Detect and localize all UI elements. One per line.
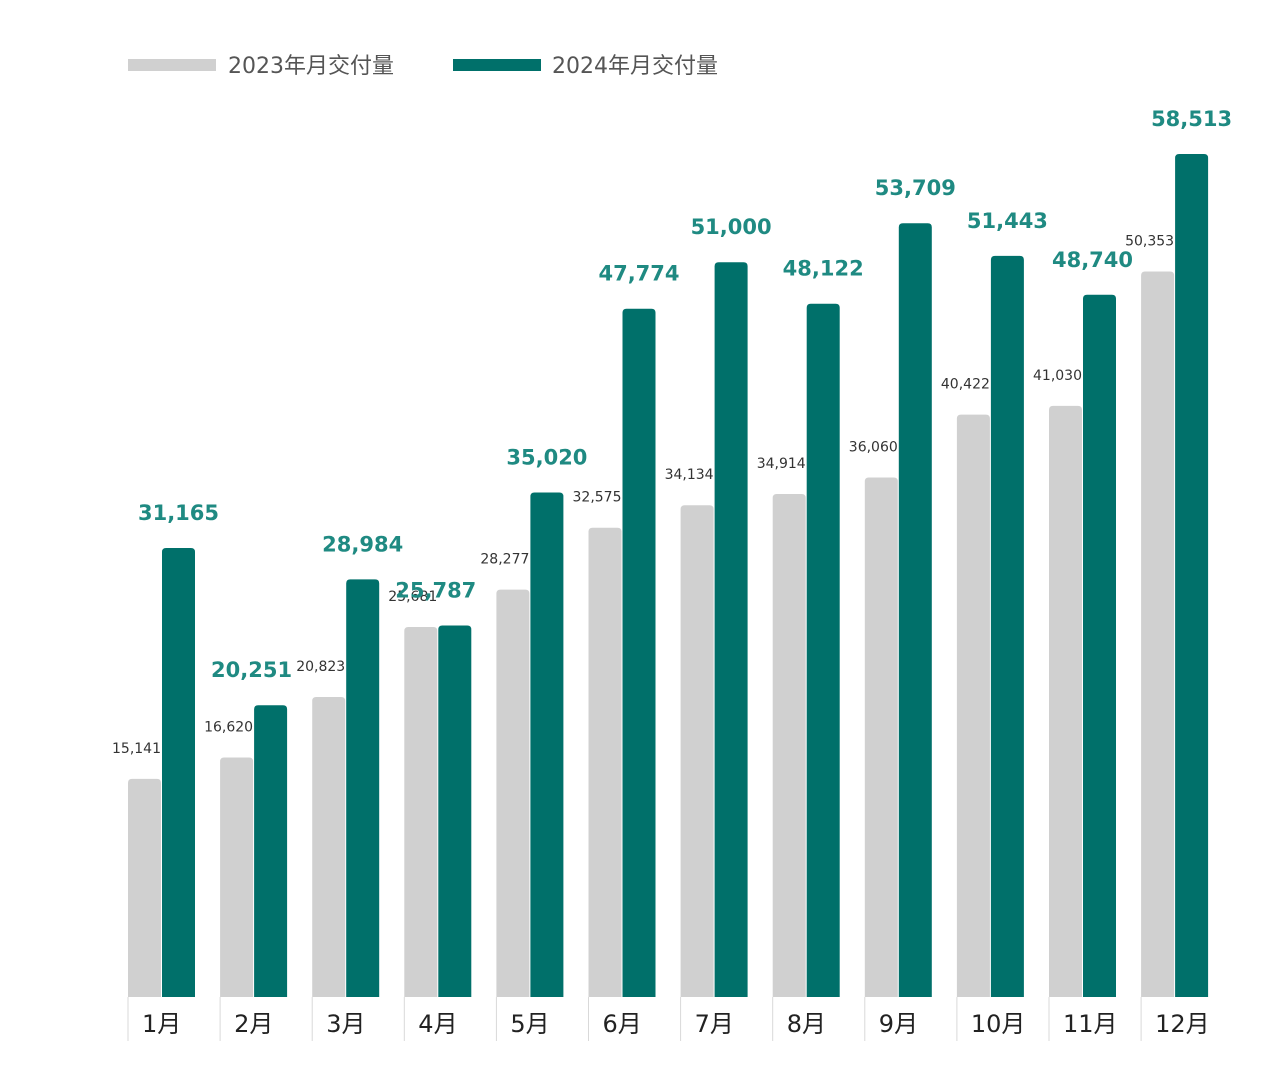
x-tick-label-4: 4月 bbox=[418, 1010, 457, 1038]
x-tick-label-6: 6月 bbox=[603, 1010, 642, 1038]
legend: 2023年月交付量 2024年月交付量 bbox=[128, 54, 718, 79]
bar-2023-4 bbox=[404, 627, 438, 997]
bar-2023-5 bbox=[496, 589, 530, 997]
bar-2023-3 bbox=[312, 697, 346, 997]
x-tick-label-12: 12月 bbox=[1155, 1010, 1210, 1038]
value-label-2023-11: 41,030 bbox=[1033, 368, 1082, 384]
bar-2024-4 bbox=[438, 625, 472, 997]
value-label-2023-12: 50,353 bbox=[1125, 234, 1174, 250]
bar-2023-6 bbox=[588, 527, 622, 997]
bar-2024-10 bbox=[990, 255, 1024, 997]
x-tick-label-5: 5月 bbox=[510, 1010, 549, 1038]
bar-2023-12 bbox=[1141, 271, 1175, 998]
bar-2023-2 bbox=[220, 757, 254, 997]
x-tick-label-11: 11月 bbox=[1063, 1010, 1118, 1038]
value-label-2024-12: 58,513 bbox=[1151, 107, 1232, 131]
value-label-2024-9: 53,709 bbox=[875, 176, 956, 200]
value-label-2024-5: 35,020 bbox=[506, 445, 587, 469]
value-label-2023-10: 40,422 bbox=[941, 377, 990, 393]
legend-label-2024: 2024年月交付量 bbox=[552, 54, 718, 79]
bars bbox=[128, 154, 1209, 998]
value-label-2023-3: 20,823 bbox=[296, 659, 345, 675]
legend-swatch-2023 bbox=[128, 59, 216, 71]
bar-2024-3 bbox=[346, 579, 380, 997]
x-axis: 1月 2月 3月 4月 5月 6月 7月 8月 9月 10月 11月 12月 bbox=[127, 997, 1210, 1041]
legend-swatch-2024 bbox=[453, 59, 541, 71]
value-label-2023-7: 34,134 bbox=[665, 467, 714, 483]
value-label-2024-11: 48,740 bbox=[1052, 248, 1133, 272]
bar-2024-1 bbox=[162, 548, 195, 997]
value-label-2024-1: 31,165 bbox=[138, 501, 219, 525]
bar-2024-7 bbox=[714, 262, 748, 997]
bar-2024-5 bbox=[530, 492, 564, 997]
value-label-2024-3: 28,984 bbox=[322, 532, 403, 556]
value-label-2023-5: 28,277 bbox=[480, 552, 529, 568]
value-label-2023-8: 34,914 bbox=[757, 456, 806, 472]
bar-2023-9 bbox=[864, 477, 898, 998]
value-label-2024-8: 48,122 bbox=[783, 257, 864, 281]
bar-2023-11 bbox=[1049, 405, 1082, 997]
value-label-2024-6: 47,774 bbox=[598, 262, 679, 286]
value-label-2023-4: 25,681 bbox=[388, 589, 437, 605]
x-tick-label-1: 1月 bbox=[142, 1010, 181, 1038]
x-tick-label-9: 9月 bbox=[879, 1010, 918, 1038]
value-label-2024-7: 51,000 bbox=[691, 215, 772, 239]
x-tick-label-7: 7月 bbox=[695, 1010, 734, 1038]
bar-2024-9 bbox=[898, 223, 932, 997]
value-labels: 15,141 31,165 16,620 20,251 20,823 28,984 25,6… bbox=[112, 107, 1232, 757]
x-tick-label-3: 3月 bbox=[326, 1010, 365, 1038]
value-label-2024-2: 20,251 bbox=[211, 658, 292, 682]
bar-2023-10 bbox=[956, 414, 990, 997]
bar-2023-7 bbox=[680, 505, 714, 997]
bar-2023-8 bbox=[772, 493, 806, 997]
bar-2024-6 bbox=[622, 308, 656, 997]
bar-2024-2 bbox=[254, 705, 288, 997]
x-tick-label-10: 10月 bbox=[971, 1010, 1026, 1038]
bar-2024-12 bbox=[1175, 154, 1209, 997]
x-tick-label-2: 2月 bbox=[234, 1010, 273, 1038]
value-label-2023-9: 36,060 bbox=[849, 439, 898, 455]
bar-2023-1 bbox=[128, 778, 161, 997]
value-label-2024-4: 25,787 bbox=[395, 578, 476, 602]
value-label-2023-6: 32,575 bbox=[573, 490, 622, 506]
value-label-2024-10: 51,443 bbox=[967, 209, 1048, 233]
x-tick-label-8: 8月 bbox=[787, 1010, 826, 1038]
value-label-2023-2: 16,620 bbox=[204, 720, 253, 736]
value-label-2023-1: 15,141 bbox=[112, 741, 161, 757]
bar-2024-11 bbox=[1083, 294, 1116, 997]
bar-2024-8 bbox=[806, 303, 840, 997]
legend-label-2023: 2023年月交付量 bbox=[228, 54, 394, 79]
